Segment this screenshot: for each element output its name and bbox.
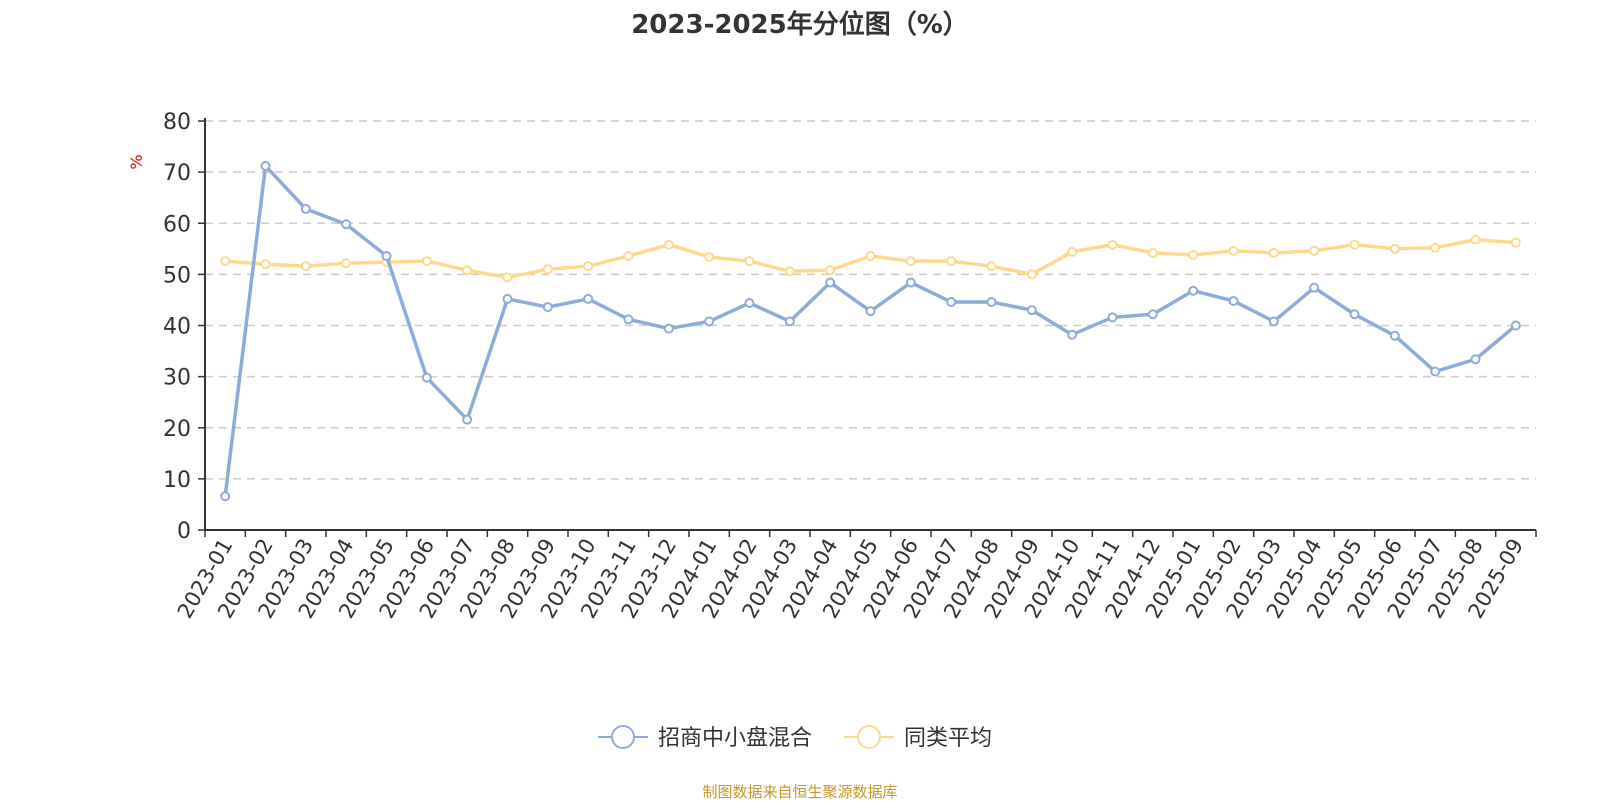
y-tick-label: 20 — [163, 417, 191, 442]
y-tick-label: 80 — [163, 110, 191, 135]
data-point — [462, 414, 473, 425]
data-point — [542, 264, 553, 275]
y-tick-label: 0 — [177, 519, 191, 544]
data-point — [825, 277, 836, 288]
data-point — [1067, 246, 1078, 257]
data-point — [300, 261, 311, 272]
data-point — [1470, 354, 1481, 365]
data-source-note: 制图数据来自恒生聚源数据库 — [702, 783, 898, 801]
data-point — [502, 293, 513, 304]
data-point — [905, 277, 916, 288]
data-point — [1510, 320, 1521, 331]
data-point — [1309, 282, 1320, 293]
y-tick-label: 30 — [163, 366, 191, 391]
y-tick-label: 60 — [163, 212, 191, 237]
data-point — [825, 265, 836, 276]
data-point — [1430, 366, 1441, 377]
data-point — [421, 256, 432, 267]
data-point — [663, 323, 674, 334]
data-point — [1228, 245, 1239, 256]
data-point — [583, 293, 594, 304]
data-point — [502, 272, 513, 283]
data-point — [341, 219, 352, 230]
data-point — [865, 306, 876, 317]
data-point — [784, 316, 795, 327]
data-point — [1389, 243, 1400, 254]
data-point — [1470, 234, 1481, 245]
data-point — [1026, 305, 1037, 316]
data-point — [583, 261, 594, 272]
data-point — [1349, 239, 1360, 250]
data-point — [220, 491, 231, 502]
data-point — [946, 296, 957, 307]
data-point — [1228, 295, 1239, 306]
data-point — [260, 160, 271, 171]
data-point — [704, 251, 715, 262]
data-point — [744, 256, 755, 267]
data-point — [1510, 237, 1521, 248]
data-point — [1389, 330, 1400, 341]
data-point — [1107, 312, 1118, 323]
data-point — [220, 256, 231, 267]
chart-title: 2023-2025年分位图（%） — [631, 10, 969, 40]
legend-label: 招商中小盘混合 — [658, 726, 812, 751]
data-point — [1268, 316, 1279, 327]
data-point — [1268, 247, 1279, 258]
data-point — [623, 250, 634, 261]
legend-marker — [857, 725, 881, 749]
y-tick-label: 40 — [163, 315, 191, 340]
data-point — [744, 298, 755, 309]
y-tick-label: 50 — [163, 263, 191, 288]
data-point — [542, 302, 553, 313]
data-point — [1107, 239, 1118, 250]
data-point — [421, 372, 432, 383]
data-point — [986, 296, 997, 307]
data-point — [462, 265, 473, 276]
data-point — [1430, 242, 1441, 253]
data-point — [381, 250, 392, 261]
data-point — [905, 256, 916, 267]
data-point — [1188, 249, 1199, 260]
data-point — [865, 250, 876, 261]
data-point — [704, 316, 715, 327]
data-point — [946, 256, 957, 267]
data-point — [1188, 285, 1199, 296]
y-tick-label: 10 — [163, 468, 191, 493]
y-axis-label: % — [127, 154, 146, 169]
data-point — [1309, 245, 1320, 256]
data-point — [260, 259, 271, 270]
data-point — [341, 258, 352, 269]
legend-marker — [611, 725, 635, 749]
y-tick-label: 70 — [163, 161, 191, 186]
legend-label: 同类平均 — [904, 726, 992, 751]
data-point — [623, 314, 634, 325]
data-point — [1349, 309, 1360, 320]
data-point — [1147, 309, 1158, 320]
data-point — [300, 203, 311, 214]
data-point — [663, 239, 674, 250]
series-line — [223, 164, 1517, 497]
data-point — [1067, 329, 1078, 340]
data-point — [986, 261, 997, 272]
data-point — [1026, 269, 1037, 280]
data-point — [784, 266, 795, 277]
data-point — [1147, 247, 1158, 258]
